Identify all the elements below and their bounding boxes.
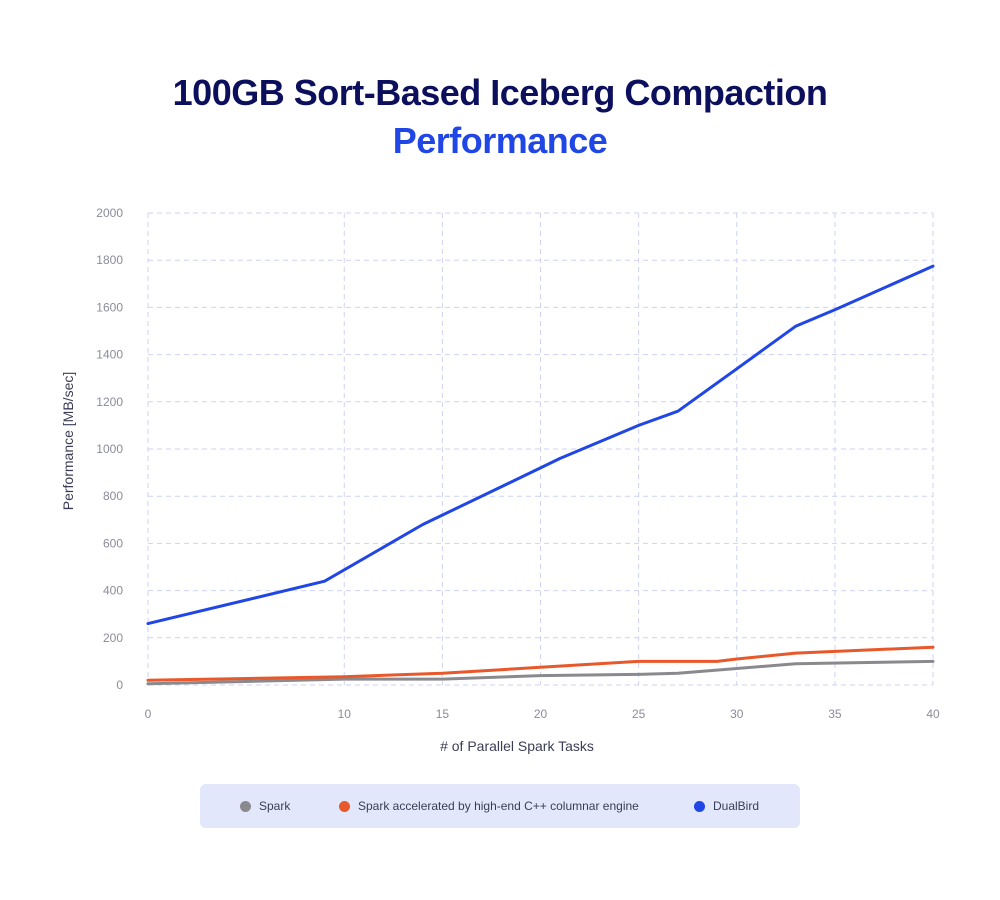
x-tick-label: 35 <box>828 707 842 721</box>
y-tick-label: 400 <box>103 584 123 598</box>
legend-item-spark: Spark <box>240 784 290 828</box>
y-tick-label: 600 <box>103 536 123 550</box>
series-line-spark <box>146 659 935 686</box>
y-axis-label: Performance [MB/sec] <box>60 372 76 511</box>
x-tick-label: 30 <box>730 707 744 721</box>
x-axis-label: # of Parallel Spark Tasks <box>440 738 594 754</box>
legend-label-dualbird: DualBird <box>713 799 760 813</box>
series-line-spark-accelerated <box>146 645 935 682</box>
legend-dot-spark-accelerated <box>339 800 350 812</box>
y-tick-label: 1800 <box>96 253 123 267</box>
y-tick-label: 1600 <box>96 300 123 314</box>
legend-item-dualbird: DualBird <box>694 784 759 828</box>
x-tick-label: 15 <box>436 707 450 721</box>
x-tick-label: 25 <box>632 707 646 721</box>
grid <box>147 212 934 686</box>
chart-subtitle: Performance <box>392 120 608 161</box>
legend-dot-spark <box>240 800 251 812</box>
y-tick-label: 1200 <box>96 395 123 409</box>
x-tick-label: 10 <box>338 707 352 721</box>
x-tick-label: 40 <box>926 707 940 721</box>
legend-label-spark: Spark <box>259 799 291 813</box>
x-tick-label: 0 <box>145 707 152 721</box>
series-line-dualbird <box>146 264 935 626</box>
y-tick-label: 1400 <box>96 348 123 362</box>
legend-dot-dualbird <box>694 800 705 812</box>
y-tick-label: 1000 <box>96 442 123 456</box>
series-lines <box>146 264 935 686</box>
y-tick-label: 2000 <box>96 206 123 220</box>
legend: Spark Spark accelerated by high-end C++ … <box>200 784 800 828</box>
y-tick-label: 200 <box>103 631 123 645</box>
legend-label-spark-accelerated: Spark accelerated by high-end C++ column… <box>358 799 639 813</box>
chart-title: 100GB Sort-Based Iceberg Compaction <box>172 72 828 113</box>
x-axis-ticks: 0 10 15 20 25 30 35 40 <box>145 707 940 721</box>
x-tick-label: 20 <box>534 707 548 721</box>
y-tick-label: 0 <box>116 678 123 692</box>
y-axis-ticks: 0 200 400 600 800 1000 1200 1400 1600 1800 2000 <box>96 206 123 692</box>
y-tick-label: 800 <box>103 489 123 503</box>
legend-item-spark-accelerated: Spark accelerated by high-end C++ column… <box>339 784 639 828</box>
